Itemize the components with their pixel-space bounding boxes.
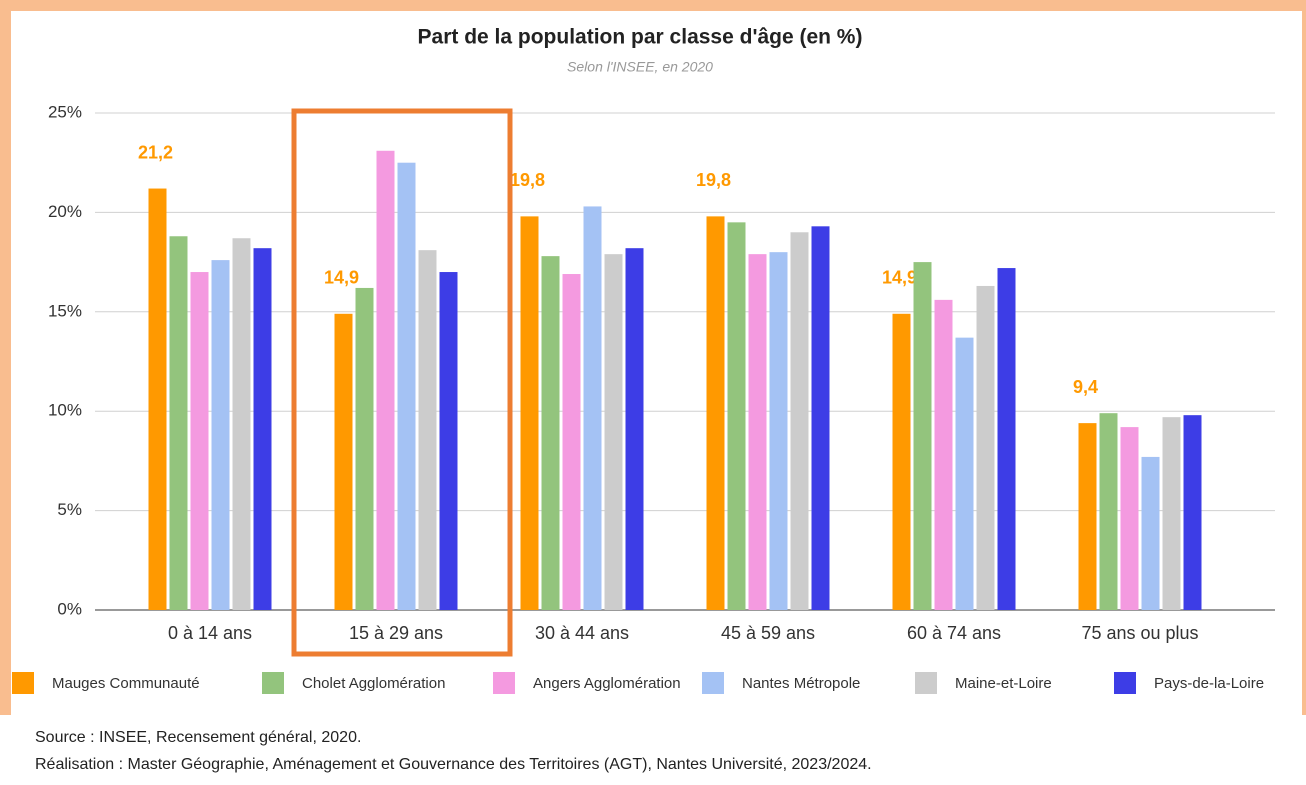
bar xyxy=(1120,427,1139,610)
legend-swatch xyxy=(12,672,34,694)
credit-note: Réalisation : Master Géographie, Aménage… xyxy=(35,756,872,773)
bar xyxy=(148,188,167,610)
bar xyxy=(1162,417,1181,610)
bar xyxy=(334,313,353,610)
x-tick-label: 0 à 14 ans xyxy=(168,623,252,643)
bar xyxy=(397,162,416,610)
bar xyxy=(769,252,788,610)
y-tick-label: 0% xyxy=(57,599,82,618)
bar xyxy=(706,216,725,610)
bar xyxy=(541,256,560,610)
data-label: 19,8 xyxy=(510,170,545,190)
bar xyxy=(997,268,1016,610)
x-tick-label: 30 à 44 ans xyxy=(535,623,629,643)
data-label: 9,4 xyxy=(1073,377,1098,397)
y-tick-label: 20% xyxy=(48,202,82,221)
bar xyxy=(913,262,932,610)
bar xyxy=(1141,456,1160,610)
legend-label: Maine-et-Loire xyxy=(955,675,1052,692)
legend-swatch xyxy=(1114,672,1136,694)
chart-title: Part de la population par classe d'âge (… xyxy=(418,26,863,49)
y-tick-label: 15% xyxy=(48,301,82,320)
x-tick-label: 60 à 74 ans xyxy=(907,623,1001,643)
bar xyxy=(604,254,623,610)
data-label: 14,9 xyxy=(882,268,917,288)
bar xyxy=(748,254,767,610)
x-tick-label: 75 ans ou plus xyxy=(1081,623,1198,643)
bar xyxy=(418,250,437,610)
bar xyxy=(253,248,272,610)
legend-swatch xyxy=(702,672,724,694)
frame-right xyxy=(1302,0,1306,715)
legend-label: Nantes Métropole xyxy=(742,675,860,692)
bar xyxy=(1183,415,1202,610)
bar xyxy=(211,260,230,610)
x-tick-label: 45 à 59 ans xyxy=(721,623,815,643)
frame-top xyxy=(0,0,1306,11)
data-label: 21,2 xyxy=(138,142,173,162)
bar xyxy=(625,248,644,610)
source-note: Source : INSEE, Recensement général, 202… xyxy=(35,729,361,746)
bar xyxy=(1078,423,1097,610)
bar xyxy=(811,226,830,611)
bar xyxy=(934,299,953,610)
chart-subtitle: Selon l'INSEE, en 2020 xyxy=(567,59,713,75)
bar xyxy=(790,232,809,610)
legend-label: Angers Agglomération xyxy=(533,675,681,692)
bar xyxy=(169,236,188,611)
bar xyxy=(583,206,602,610)
legend-swatch xyxy=(493,672,515,694)
bar xyxy=(232,238,251,610)
data-label: 14,9 xyxy=(324,268,359,288)
bar xyxy=(355,287,374,610)
bar xyxy=(976,285,995,610)
bar xyxy=(727,222,746,610)
legend-label: Pays-de-la-Loire xyxy=(1154,675,1264,692)
bar xyxy=(190,272,209,610)
bar xyxy=(1099,413,1118,610)
legend-swatch xyxy=(262,672,284,694)
bar xyxy=(439,272,458,610)
y-tick-label: 10% xyxy=(48,401,82,420)
bar xyxy=(892,313,911,610)
highlight-box xyxy=(291,108,513,657)
bar xyxy=(955,337,974,610)
legend-swatch xyxy=(915,672,937,694)
x-tick-label: 15 à 29 ans xyxy=(349,623,443,643)
y-tick-label: 5% xyxy=(57,500,82,519)
plot-area: 0% 5% 10% 15% 20% 25% 0 à 14 ans 21,2 15 à 29 an… xyxy=(12,102,1275,694)
legend-label: Cholet Agglomération xyxy=(302,675,445,692)
data-label: 19,8 xyxy=(696,170,731,190)
y-tick-label: 25% xyxy=(48,102,82,121)
legend-label: Mauges Communauté xyxy=(52,675,200,692)
bar xyxy=(562,274,581,610)
frame-left xyxy=(0,0,11,715)
bar xyxy=(376,150,395,610)
bar xyxy=(520,216,539,610)
